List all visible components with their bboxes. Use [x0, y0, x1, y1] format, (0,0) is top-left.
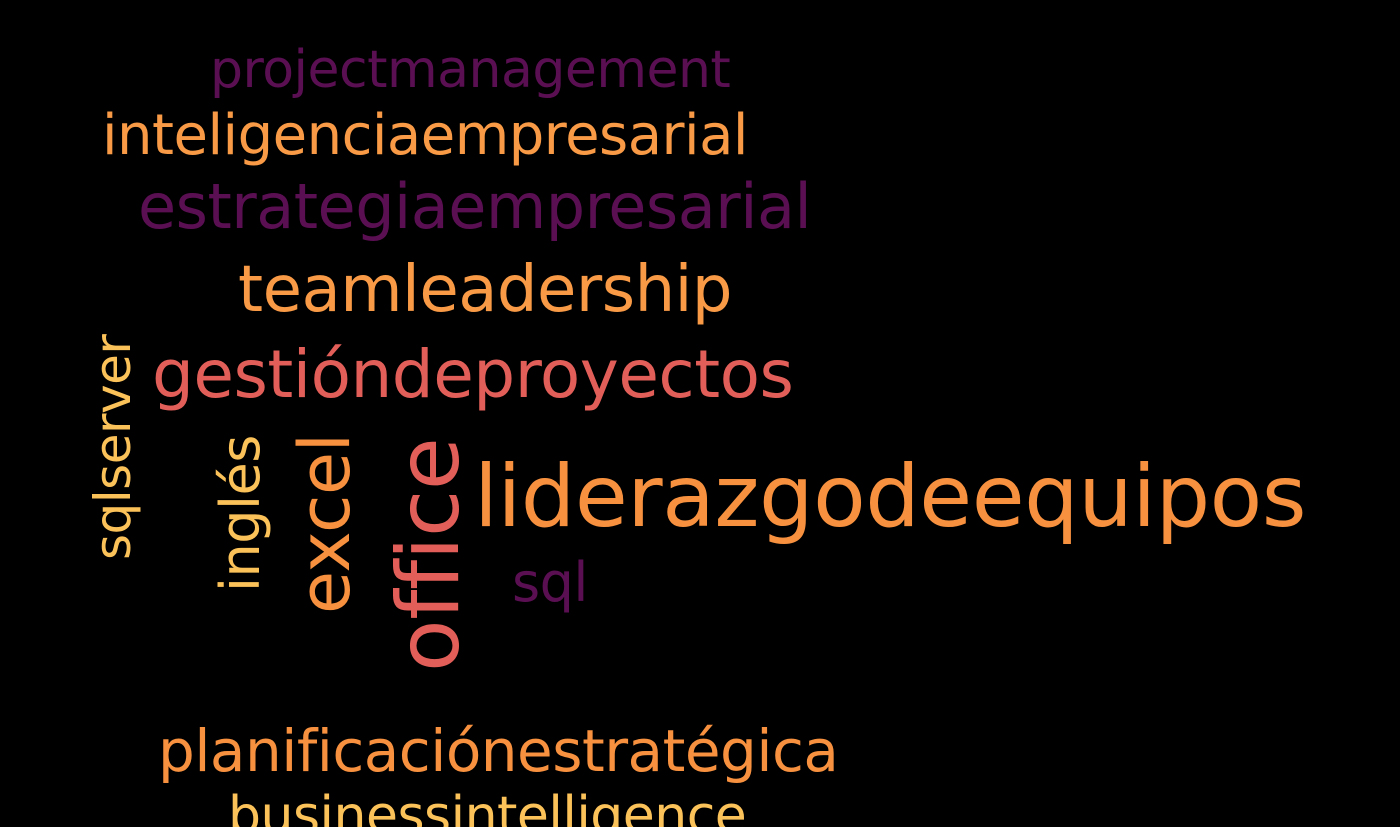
word-liderazgodeequipos: liderazgodeequipos: [474, 447, 1307, 547]
word-inteligenciaempresarial: inteligenciaempresarial: [102, 103, 748, 168]
word-gestiondeproyectos: gestióndeproyectos: [152, 336, 794, 413]
word-excel: excel: [284, 433, 366, 614]
word-estrategiaempresarial: estrategiaempresarial: [138, 170, 812, 243]
word-projectmanagement: projectmanagement: [210, 40, 731, 100]
word-sql: sql: [512, 551, 588, 614]
word-planificacionestrategica: planificaciónestratégica: [158, 717, 839, 785]
word-teamleadership: teamleadership: [238, 253, 733, 327]
word-office: office: [379, 437, 479, 672]
word-sqlserver: sqlserver: [84, 334, 142, 560]
word-ingles: inglés: [209, 435, 272, 592]
word-businessintelligence: businessintelligence: [228, 786, 747, 827]
